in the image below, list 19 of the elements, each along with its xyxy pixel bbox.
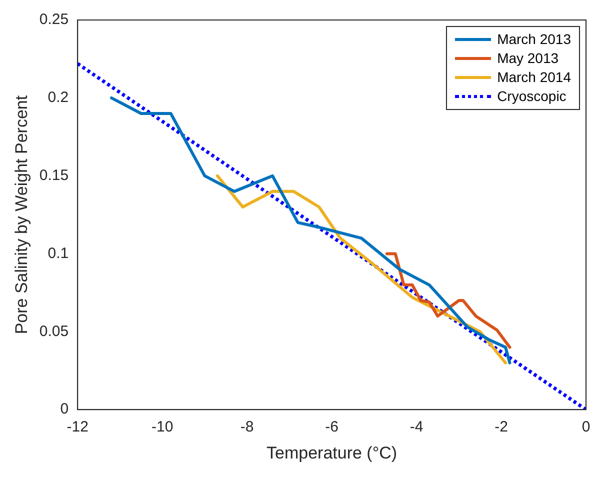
y-tick-label: 0 — [60, 400, 69, 418]
y-tick-label: 0.15 — [39, 166, 69, 184]
y-tick-label: 0.25 — [39, 11, 69, 28]
legend-label: March 2014 — [497, 68, 571, 87]
x-tick-label: -10 — [151, 418, 174, 436]
y-tick-label: 0.1 — [48, 244, 69, 262]
legend-label: Cryoscopic — [497, 87, 566, 106]
x-tick-label: -8 — [240, 418, 254, 436]
x-tick-label: -6 — [325, 418, 338, 436]
x-tick-label: -12 — [66, 418, 88, 436]
legend-label: March 2013 — [497, 30, 571, 49]
x-tick-label: 0 — [582, 418, 590, 436]
x-tick-label: -2 — [494, 418, 508, 436]
y-axis-title: Pore Salinity by Weight Percent — [12, 95, 31, 334]
x-tick-label: -4 — [410, 418, 424, 436]
x-axis-title: Temperature (°C) — [266, 443, 398, 462]
legend-label: May 2013 — [497, 49, 559, 68]
y-tick-label: 0.05 — [39, 322, 69, 340]
y-tick-label: 0.2 — [48, 89, 69, 106]
